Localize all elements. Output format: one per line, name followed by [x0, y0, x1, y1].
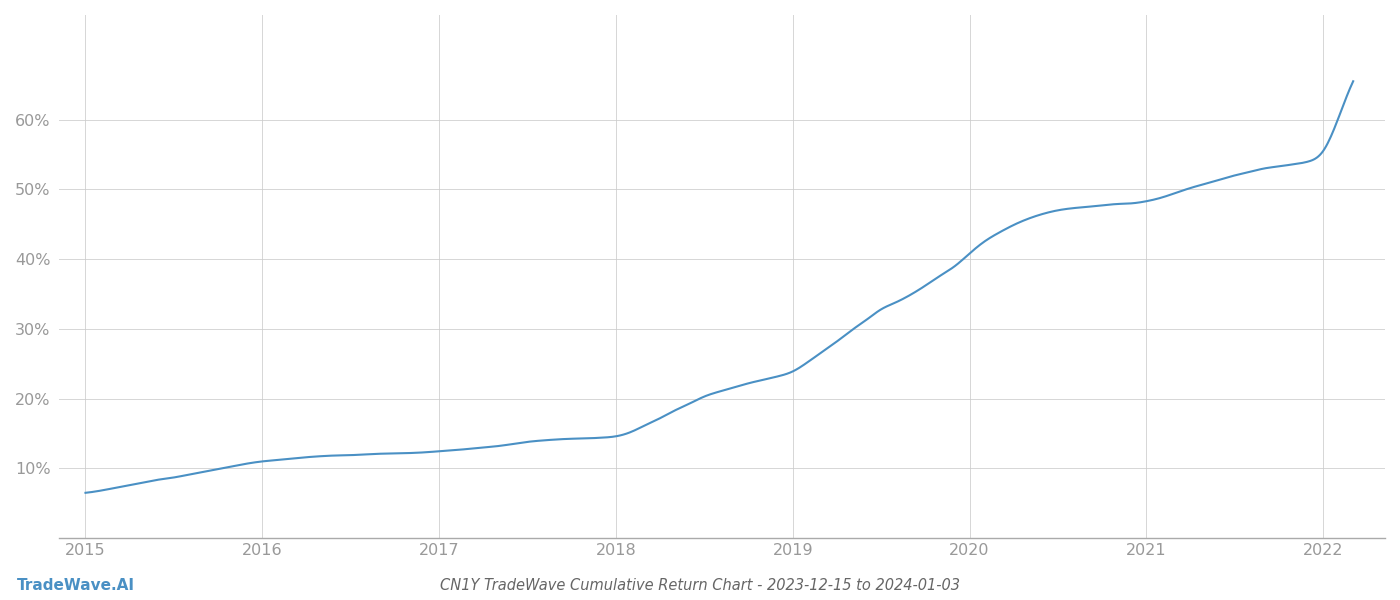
Text: CN1Y TradeWave Cumulative Return Chart - 2023-12-15 to 2024-01-03: CN1Y TradeWave Cumulative Return Chart -… [440, 578, 960, 593]
Text: TradeWave.AI: TradeWave.AI [17, 578, 134, 593]
